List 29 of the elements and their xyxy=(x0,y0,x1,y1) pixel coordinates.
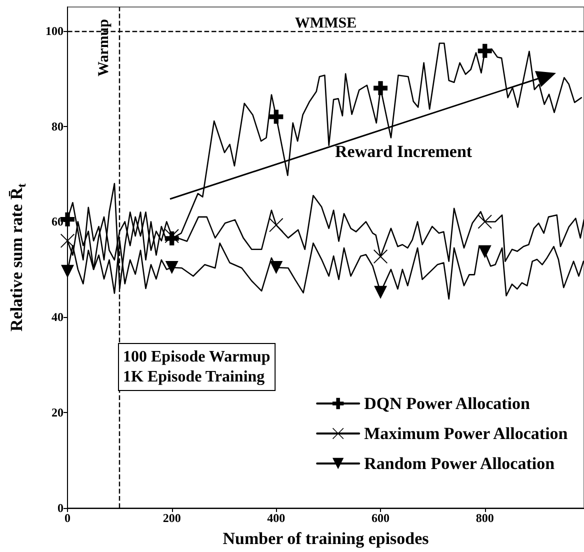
point xyxy=(374,81,388,96)
point xyxy=(478,44,492,58)
y-tick-label: 20 xyxy=(52,406,64,420)
point xyxy=(270,261,283,274)
point xyxy=(374,250,388,264)
point xyxy=(269,218,284,232)
point xyxy=(478,245,492,258)
y-tick-label: 80 xyxy=(52,119,64,134)
x-tick-label: 800 xyxy=(476,511,494,525)
ref-line-label: WMMSE xyxy=(294,15,357,32)
ref-line-label: Warmup xyxy=(96,19,112,77)
point xyxy=(165,261,178,274)
y-tick-label: 0 xyxy=(58,501,64,515)
point xyxy=(478,214,492,229)
point xyxy=(269,110,284,124)
y-tick-label: 100 xyxy=(46,24,64,38)
x-tick-label: 600 xyxy=(372,511,390,525)
annotation: 100 Episode Warmup 1K Episode Training xyxy=(123,348,270,386)
x-axis-title: Number of training episodes xyxy=(222,529,430,548)
legend-label: DQN Power Allocation xyxy=(364,394,531,413)
x-tick-label: 200 xyxy=(162,511,181,525)
annotation: Reward Increment xyxy=(335,142,472,161)
y-axis-title: Relative sum rate R̄t xyxy=(7,184,28,332)
x-tick-label: 400 xyxy=(267,511,286,525)
legend-label: Maximum Power Allocation xyxy=(364,424,568,443)
y-tick-label: 40 xyxy=(52,310,64,324)
point xyxy=(374,286,388,299)
legend-label: Random Power Allocation xyxy=(364,454,556,473)
point xyxy=(61,264,74,278)
